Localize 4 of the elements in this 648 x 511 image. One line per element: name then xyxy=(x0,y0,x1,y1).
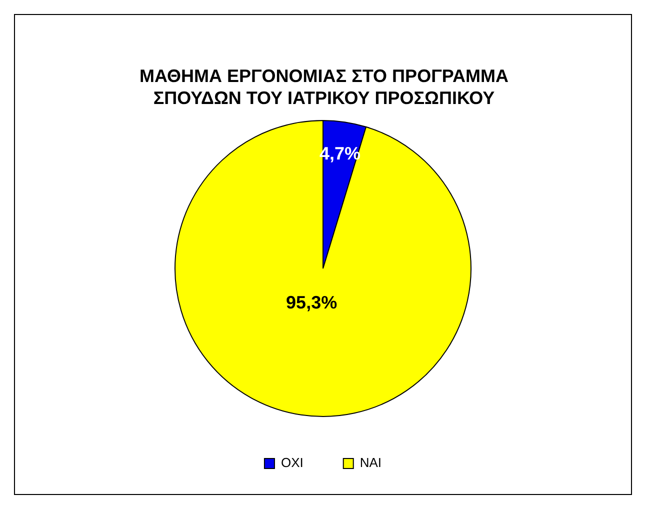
data-label: 95,3% xyxy=(286,292,338,313)
legend-label: ΟΧΙ xyxy=(280,455,304,470)
legend-label: ΝΑΙ xyxy=(360,455,382,470)
chart-title: ΜΑΘΗΜΑ ΕΡΓΟΝΟΜΙΑΣ ΣΤΟ ΠΡΟΓΡΑΜΜΑ ΣΠΟΥΔΩΝ ΤΟΥ ΙΑΤΡΙΚΟΥ ΠΡΟΣΩΠΙΚΟΥ xyxy=(138,65,510,109)
